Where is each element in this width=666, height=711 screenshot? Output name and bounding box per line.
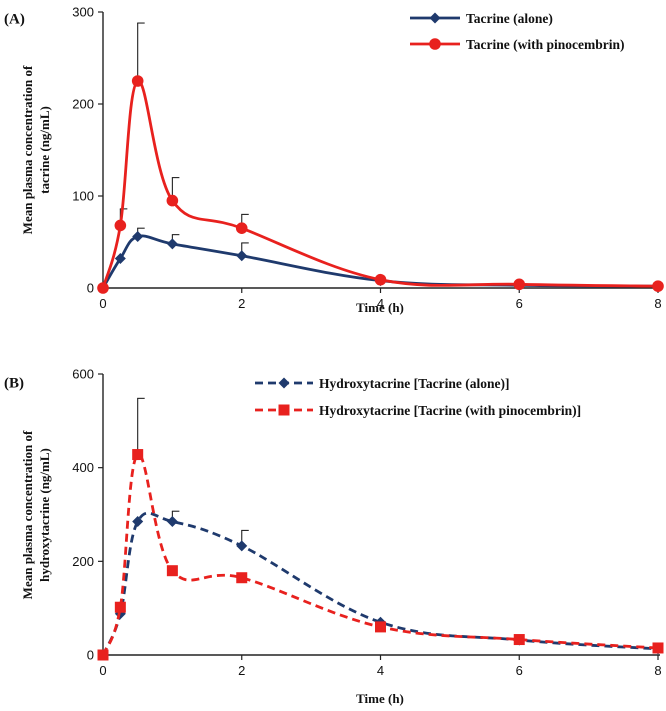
marker-square	[132, 449, 144, 461]
x-axis-title: Time (h)	[356, 300, 404, 315]
marker-circle	[131, 75, 144, 87]
legend-item: Tacrine (with pinocembrin)	[410, 37, 625, 52]
marker-circle	[429, 38, 441, 50]
y-tick-label: 200	[72, 554, 94, 569]
legend-label: Hydroxytacrine [Tacrine (with pinocembri…	[319, 403, 581, 418]
y-axis-title-line: Mean plasma concentration of	[20, 430, 35, 599]
y-tick-label: 0	[87, 281, 94, 296]
marker-diamond	[132, 516, 144, 528]
legend-item: Hydroxytacrine [Tacrine (alone)]	[255, 376, 509, 391]
legend-label: Tacrine (with pinocembrin)	[466, 37, 625, 52]
marker-circle	[235, 222, 248, 234]
marker-diamond	[166, 516, 178, 528]
x-tick-label: 8	[654, 296, 661, 311]
chart-panel-b: (B) 0 200 400 600 0 2 4 6 8 Time (h) Mean plasma co…	[4, 367, 664, 706]
series-hydroxytacrine-tacrine-alone	[97, 510, 664, 661]
panel-label: (A)	[4, 12, 25, 28]
marker-square	[166, 565, 178, 577]
marker-diamond	[236, 250, 248, 262]
legend-item: Tacrine (alone)	[410, 11, 553, 26]
marker-diamond	[429, 12, 441, 24]
marker-square	[513, 634, 525, 646]
x-axis-title: Time (h)	[356, 691, 404, 706]
y-axis-title-line: hydroxytacrine (ng/mL)	[37, 448, 52, 582]
legend-label: Tacrine (alone)	[466, 11, 553, 26]
chart-panel-a: (A) 0 100 200 300 0 2 4 6 8 Time (h) Mean plasma co…	[4, 5, 664, 315]
x-tick-label: 6	[516, 663, 523, 678]
series-hydroxytacrine-tacrine-with-pinocembrin	[97, 397, 664, 661]
marker-circle	[114, 219, 127, 232]
y-tick-label: 200	[72, 97, 94, 112]
x-tick-label: 0	[99, 296, 106, 311]
x-tick-label: 6	[516, 296, 523, 311]
y-tick-label: 600	[72, 367, 94, 382]
marker-diamond	[132, 230, 144, 242]
y-tick-label: 400	[72, 460, 94, 475]
y-axis-title: Mean plasma concentration of hydroxytacri…	[20, 430, 52, 599]
series-line	[101, 511, 659, 656]
marker-circle	[166, 194, 179, 207]
marker-circle	[374, 273, 387, 286]
marker-circle	[513, 278, 526, 291]
series-tacrine-with-pinocembrin	[97, 22, 664, 294]
y-axis-title-line: tacrine (ng/mL)	[37, 106, 52, 194]
marker-square	[114, 601, 126, 613]
marker-diamond	[114, 253, 126, 265]
legend-label: Hydroxytacrine [Tacrine (alone)]	[319, 376, 509, 391]
series-line	[101, 453, 659, 656]
y-tick-label: 100	[72, 189, 94, 204]
marker-square	[652, 642, 664, 654]
marker-circle	[652, 280, 664, 292]
panel-label: (B)	[4, 376, 24, 392]
marker-diamond	[278, 377, 290, 389]
marker-square	[278, 404, 290, 416]
x-tick-label: 0	[99, 663, 106, 678]
legend-item: Hydroxytacrine [Tacrine (with pinocembri…	[255, 403, 581, 418]
marker-square	[97, 649, 109, 661]
y-tick-label: 300	[72, 5, 94, 20]
marker-square	[375, 621, 386, 633]
y-tick-label: 0	[87, 648, 94, 663]
marker-diamond	[236, 540, 248, 552]
x-tick-label: 4	[377, 663, 384, 678]
marker-diamond	[166, 238, 178, 250]
marker-circle	[97, 282, 109, 294]
x-tick-label: 2	[238, 296, 245, 311]
x-tick-label: 4	[377, 296, 384, 311]
marker-square	[236, 572, 248, 584]
x-tick-label: 8	[654, 663, 661, 678]
y-axis-title: Mean plasma concentration of tacrine (ng/…	[20, 65, 52, 234]
y-axis-title-line: Mean plasma concentration of	[20, 65, 35, 234]
x-tick-label: 2	[238, 663, 245, 678]
series-line	[101, 79, 659, 289]
